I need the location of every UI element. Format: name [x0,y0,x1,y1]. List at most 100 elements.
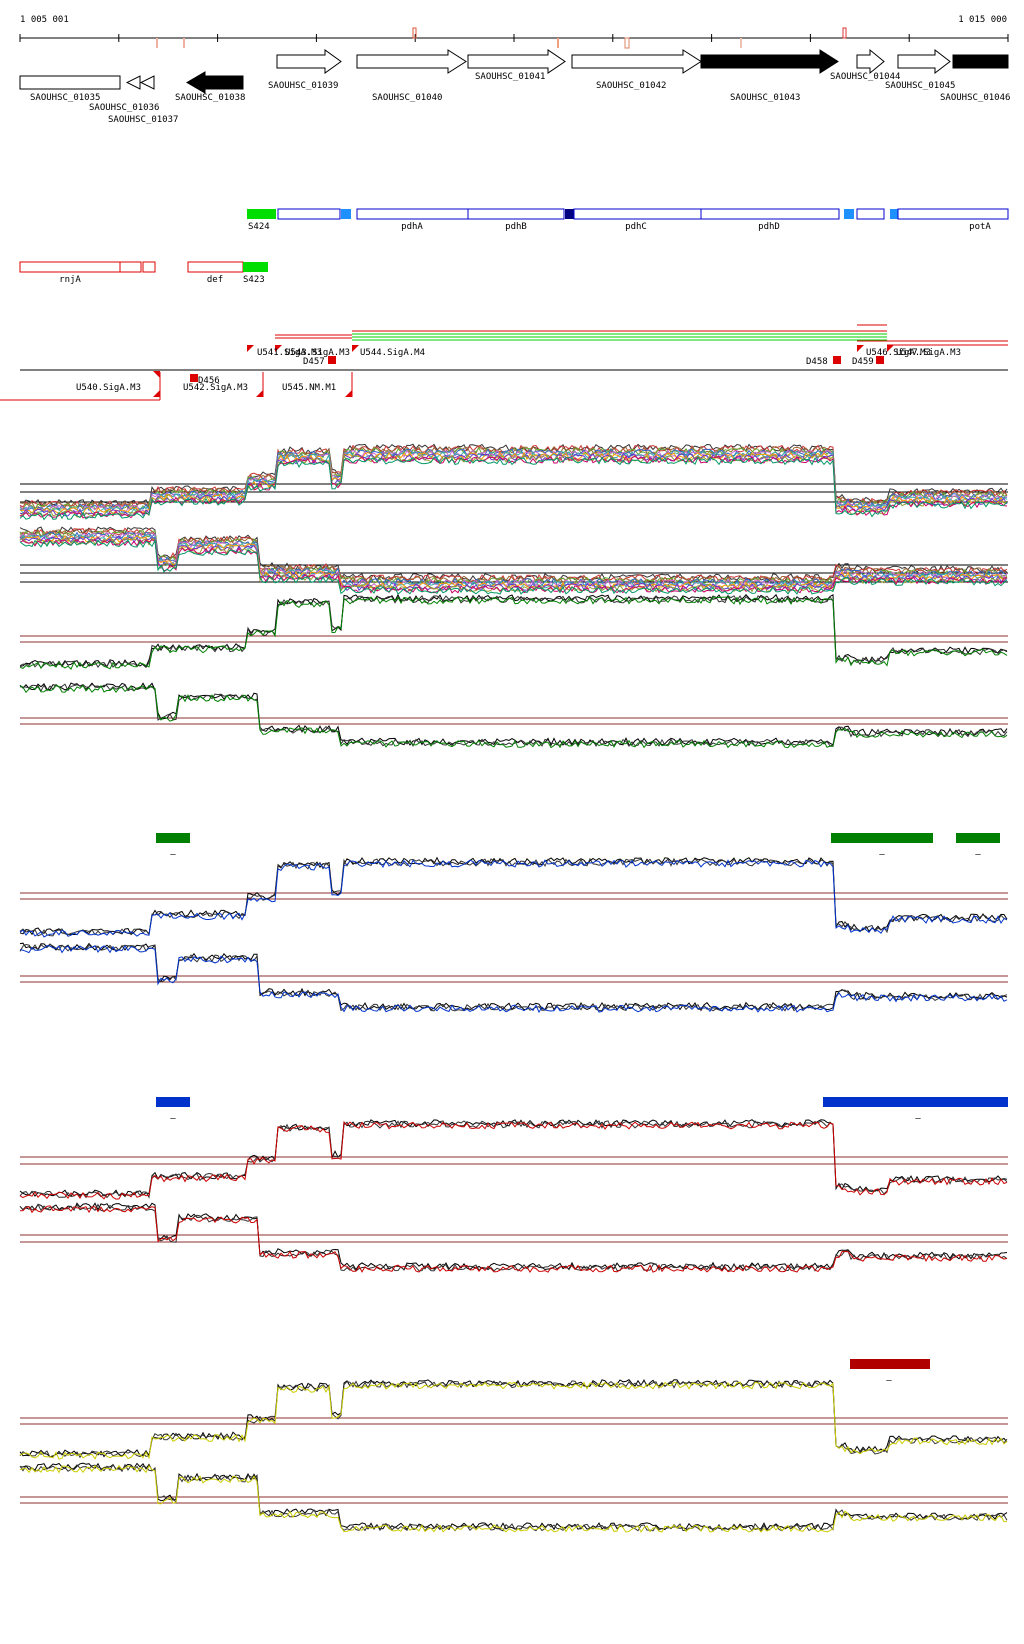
expression-profile-forward [19,1119,1008,1198]
region-marker [247,345,254,352]
region-label: U540.SigA.M3 [76,383,141,393]
region-label: U543.SigA.M3 [285,348,350,358]
operon-label: pdhC [625,222,647,232]
region-marker [887,345,894,352]
operon-label: potA [969,222,991,232]
region-marker [153,390,160,397]
operon-segment-potA[interactable] [897,208,1009,220]
expression-profile-forward [19,1121,1008,1200]
expression-profile-reverse [19,530,1008,586]
expression-profile-forward [19,595,1008,669]
operon-segment[interactable] [142,261,156,273]
expression-profile-reverse [19,684,1008,749]
operon-segment[interactable] [119,261,142,273]
expression-profile-reverse [19,943,1008,1012]
region-label: U542.SigA.M3 [183,383,248,393]
blue-segments: – – [156,1097,1008,1124]
gene-SAOUHSC_01043[interactable] [700,49,839,74]
gene-SAOUHSC_01046[interactable] [952,54,1009,69]
ruler-marker [156,38,158,48]
ruler-marker [412,27,417,39]
gene-label: SAOUHSC_01045 [885,81,955,91]
operon-segment-rnjA[interactable] [19,261,121,273]
expression-profile-forward [19,446,1008,511]
gene-label: SAOUHSC_01040 [372,93,442,103]
gene-SAOUHSC_01042[interactable] [571,49,702,74]
segment-bar[interactable] [956,833,1000,843]
expression-profile-reverse [19,538,1007,594]
gene-label: SAOUHSC_01037 [108,115,178,125]
region-label: D458 [806,357,828,367]
segment-bar[interactable] [156,833,190,843]
ruler-marker [740,38,742,48]
ruler-markers [156,27,847,49]
ruler-marker [842,27,847,39]
expression-profile-reverse [19,1205,1008,1274]
operon-forward-track: S424 pdhA pdhB pdhC pdhD potA [247,208,1009,232]
operon-segment-pdhB[interactable] [467,208,565,220]
region-label: D459 [852,357,874,367]
gene-SAOUHSC_01037[interactable] [139,75,155,90]
operon-segment[interactable] [844,209,854,219]
segment-bar[interactable] [850,1359,930,1369]
expression-profile-forward [19,1381,1008,1460]
operon-segment-def[interactable] [187,261,244,273]
operon-segment-pdhC[interactable] [573,208,702,220]
operon-segment-pdhD[interactable] [700,208,840,220]
operon-reverse-track: rnjA def S423 [19,261,268,285]
green-expression-track [19,593,1008,749]
segment-bar[interactable] [823,1097,1008,1107]
region-marker [345,390,352,397]
region-D456[interactable] [190,374,198,382]
yellow-expression-track [19,1379,1008,1533]
multi-condition-expression-track [19,443,1008,595]
gene-SAOUHSC_01041[interactable] [467,49,566,74]
sigma-site-S424[interactable] [247,209,276,219]
expression-profile-forward [19,445,1008,510]
operon-segment[interactable] [277,208,341,220]
expression-profile-forward [19,593,1008,668]
expression-profile-forward [19,456,1008,521]
axis-start-label: 1 005 001 [20,15,69,25]
operon-segment[interactable] [890,209,898,219]
segment-bar[interactable] [156,1097,190,1107]
gene-SAOUHSC_01036[interactable] [125,75,141,90]
operon-segment-pdhA[interactable] [356,208,469,220]
segment-bar[interactable] [831,833,933,843]
region-D458[interactable] [833,356,841,364]
operon-segment[interactable] [341,209,351,219]
expression-profile-reverse [19,526,1008,582]
expression-profile-forward [19,856,1008,936]
gene-label: SAOUHSC_01041 [475,72,545,82]
gene-track: SAOUHSC_01035 SAOUHSC_01036 SAOUHSC_0103… [19,48,1010,125]
expression-profile-reverse [19,531,1008,587]
region-label: U546.SigA.M3 [866,348,931,358]
gene-SAOUHSC_01039[interactable] [276,49,342,74]
region-label: D457 [303,357,325,367]
operon-segment[interactable] [856,208,885,220]
expression-profile-forward [19,1120,1008,1199]
gene-SAOUHSC_01038[interactable] [186,71,244,94]
segment-strand: – [170,850,176,860]
expression-profile-forward [19,857,1008,937]
segment-strand: – [170,1114,176,1124]
region-D459[interactable] [876,356,884,364]
expression-profile-forward [19,444,1008,509]
expression-profile-forward [19,1379,1008,1459]
region-D457[interactable] [328,356,336,364]
region-label: U547.SigA.M3 [896,348,961,358]
gene-SAOUHSC_01045[interactable] [897,48,951,75]
operon-segment[interactable] [565,209,574,219]
expression-profile-reverse [19,683,1008,748]
gene-label: SAOUHSC_01039 [268,81,338,91]
gene-SAOUHSC_01040[interactable] [356,49,467,74]
gene-SAOUHSC_01035[interactable] [19,75,121,90]
expression-profile-reverse [19,534,1008,591]
operon-label: pdhA [401,222,423,232]
sigma-site-S423[interactable] [243,262,268,272]
red-expression-track [19,1119,1008,1274]
segment-strand: – [886,1376,892,1386]
coordinate-ruler: 1 005 001 1 015 000 [19,15,1009,49]
gene-label: SAOUHSC_01035 [30,93,100,103]
gene-SAOUHSC_01044[interactable] [856,48,885,75]
